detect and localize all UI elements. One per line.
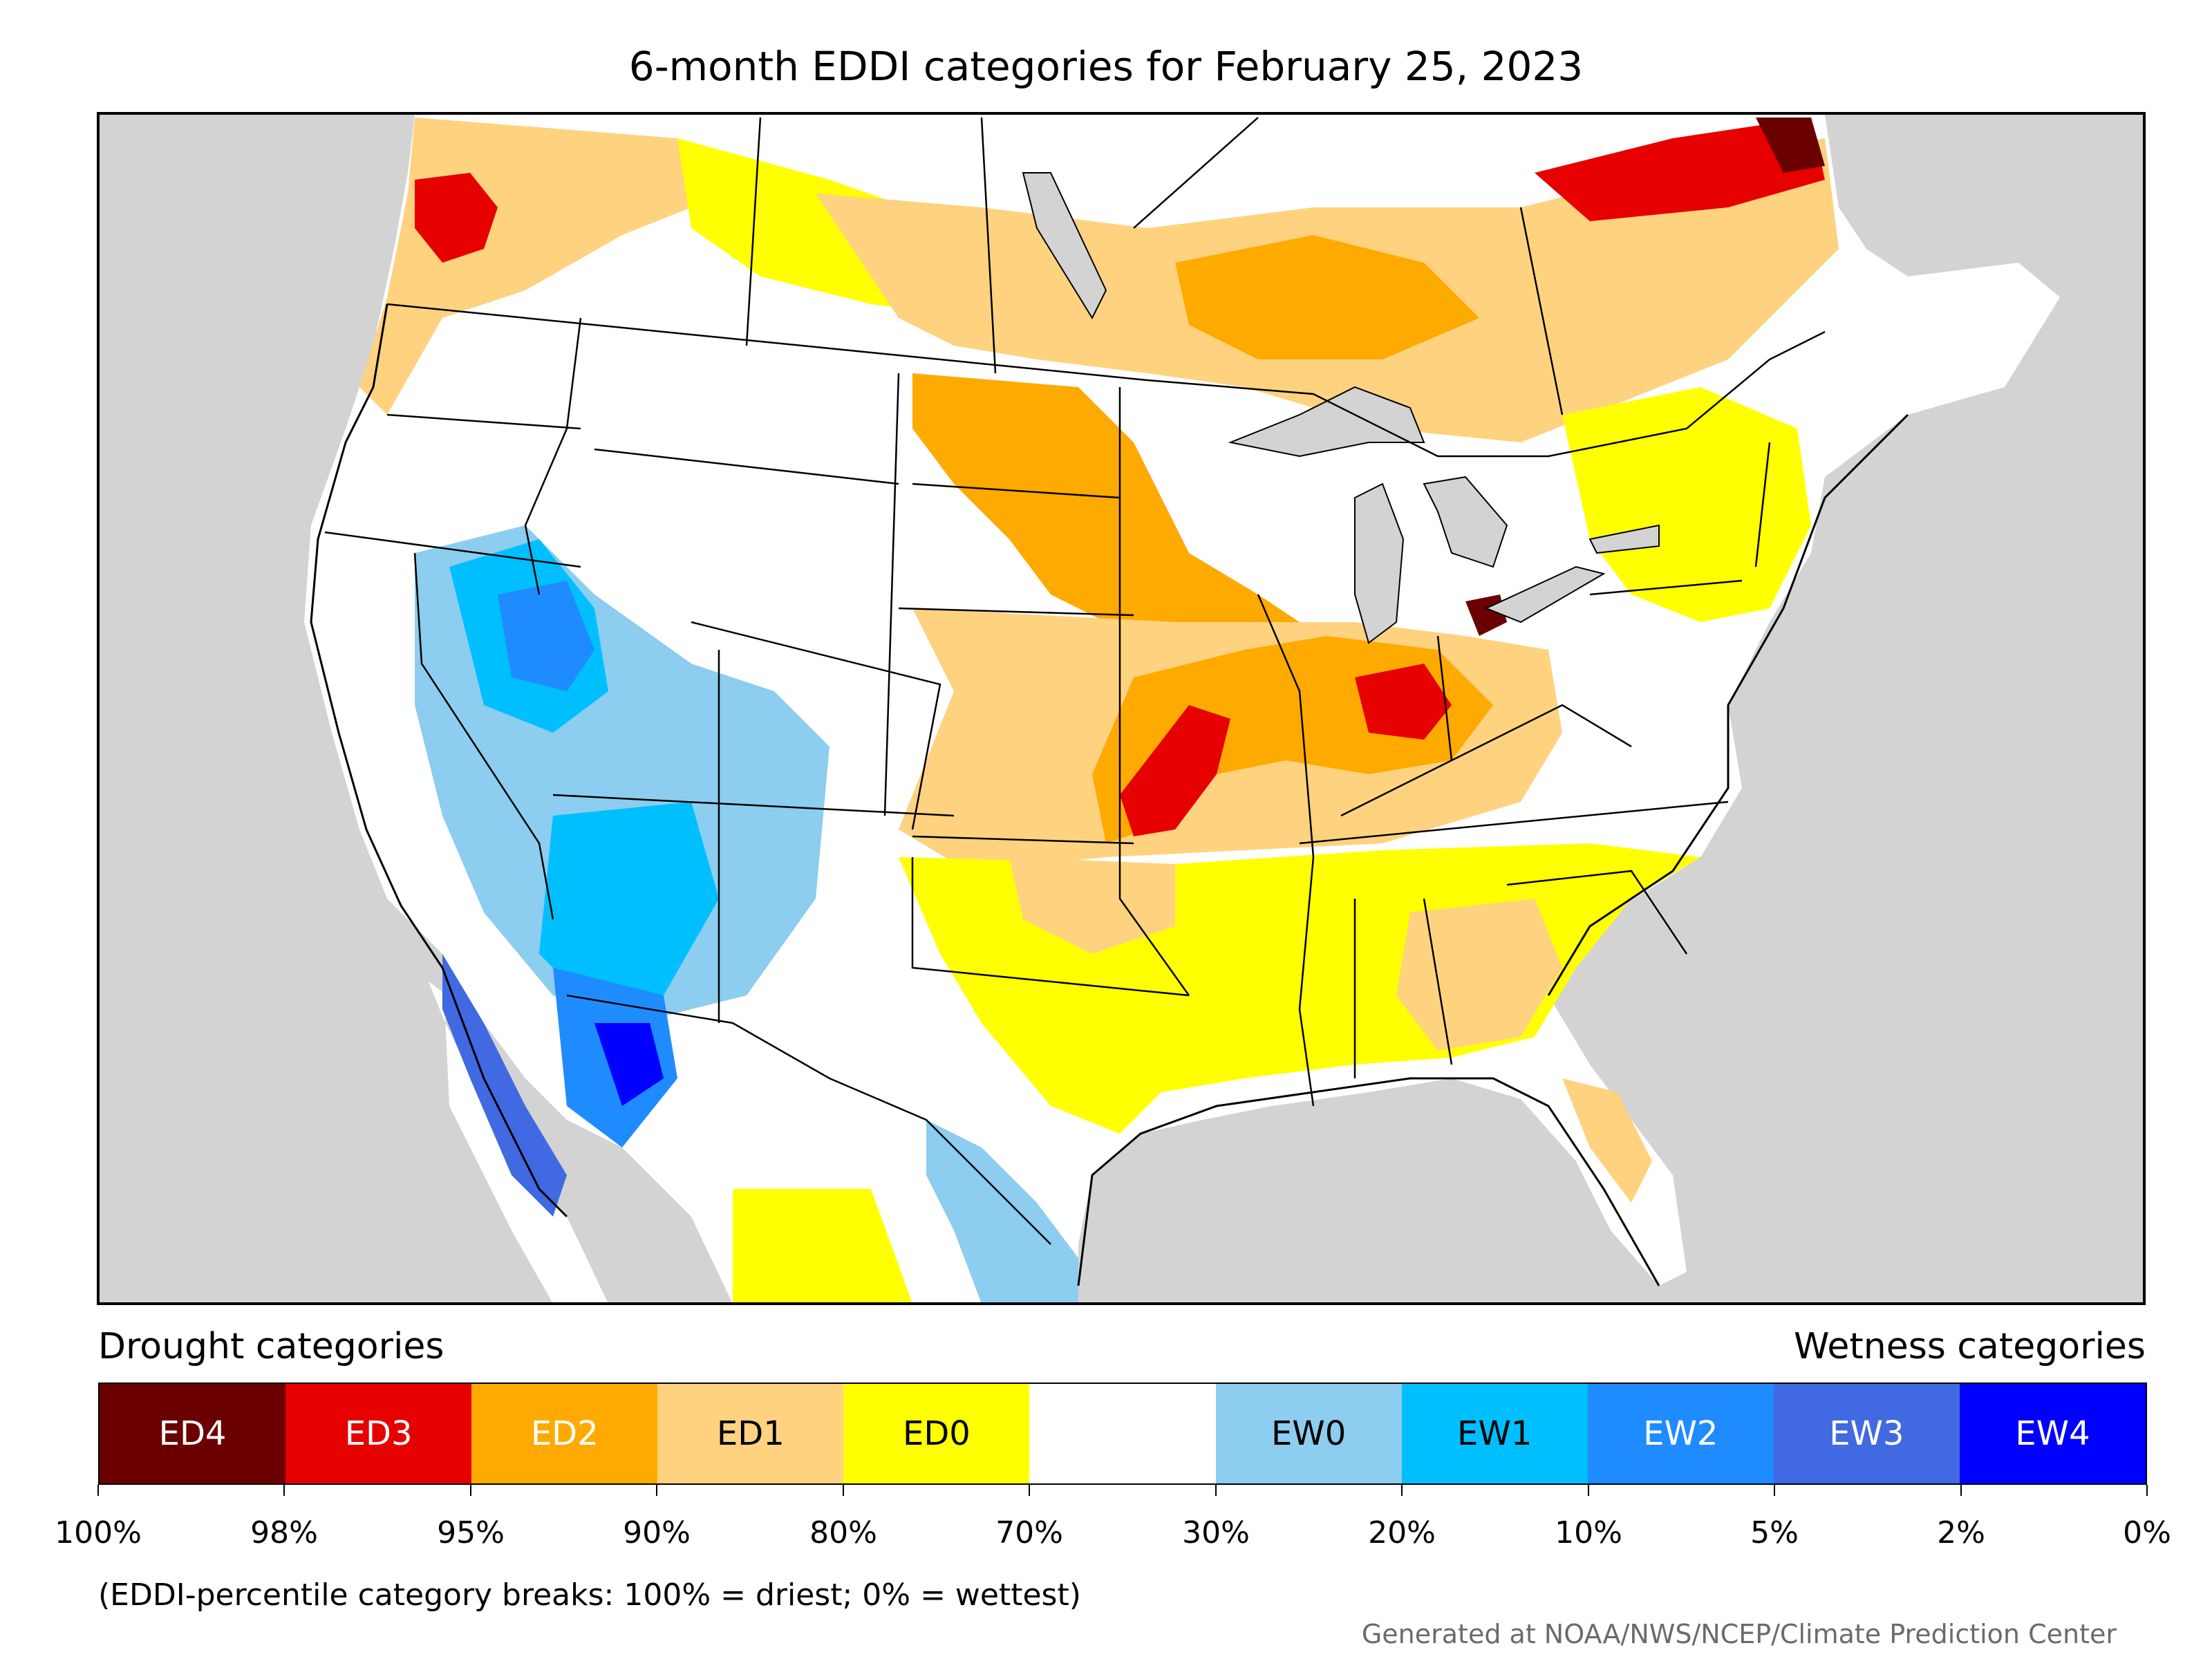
colorbar-segment-ed0: ED0 — [843, 1384, 1030, 1483]
border-tn — [1299, 800, 1729, 845]
border-ne-ks — [898, 607, 1134, 617]
area-ed3-indiana — [1355, 664, 1452, 740]
colorbar-tick — [1215, 1485, 1217, 1496]
colorbar-segment-ew1: EW1 — [1401, 1384, 1588, 1483]
lake-erie — [1484, 565, 1606, 624]
area-ew0-texas — [926, 1120, 1078, 1304]
colorbar-tick — [1029, 1485, 1030, 1496]
border-ny-vt — [1754, 442, 1771, 568]
area-ed3-kansas-missouri — [1120, 705, 1230, 836]
colorbar-tick — [1401, 1485, 1403, 1496]
colorbar-tick — [97, 1485, 99, 1496]
border-ut-az — [552, 794, 955, 817]
colorbar-tick — [656, 1485, 657, 1496]
lake-ontario — [1588, 524, 1660, 554]
border-al-ga — [1423, 898, 1453, 1065]
state-borders — [324, 117, 1826, 1245]
percentile-ticks: 100% 98% 95% 90% 80% 70% 30% 20% 10% 5% 2% 0% — [55, 1485, 2171, 1550]
colorbar-segment-ed4: ED4 — [100, 1384, 286, 1483]
colorbar-tick-label: 2% — [1937, 1515, 1985, 1550]
wetness-areas — [415, 525, 1078, 1304]
border-id — [524, 317, 582, 595]
border-mississippi — [1257, 594, 1315, 1107]
area-ed3-quebec — [1535, 118, 1825, 221]
colorbar-tick-label: 20% — [1368, 1515, 1436, 1550]
colorbar-tick — [283, 1485, 285, 1496]
border-ky — [1340, 704, 1632, 817]
credit-line: Generated at NOAA/NWS/NCEP/Climate Predi… — [1361, 1619, 2117, 1649]
colorbar-tick-label: 10% — [1555, 1515, 1622, 1550]
border-tx-mx — [566, 994, 1051, 1245]
colorbar-segment-ed1: ED1 — [657, 1384, 844, 1483]
colorbar-tick-label: 0% — [2123, 1515, 2171, 1550]
area-ed3-washington — [415, 173, 498, 263]
border-mt-wy — [594, 448, 899, 485]
colorbar-tick — [1960, 1485, 1962, 1496]
area-ed1-georgia — [1396, 899, 1562, 1051]
great-lakes — [1022, 172, 1660, 644]
area-ed1-florida — [1562, 1078, 1652, 1203]
border-wa-or — [386, 413, 581, 430]
colorbar-tick-label: 98% — [250, 1515, 318, 1550]
colorbar-tick-label: 70% — [995, 1515, 1063, 1550]
severe-drought-areas — [415, 118, 1825, 836]
coastline — [310, 303, 1909, 1286]
map-title: 6-month EDDI categories for February 25,… — [628, 43, 1584, 90]
colorbar-segment-ew3: EW3 — [1773, 1384, 1960, 1483]
border-dakotas — [912, 482, 1121, 499]
wetness-categories-heading: Wetness categories — [1794, 1326, 2146, 1367]
colorbar-tick-label: 95% — [437, 1515, 505, 1550]
border-plains-v1 — [883, 373, 900, 816]
colorbar-tick — [843, 1485, 844, 1496]
colorbar-tick-label: 5% — [1750, 1515, 1799, 1550]
colorbar-tick-label: 80% — [809, 1515, 877, 1550]
area-ed2-plains — [912, 373, 1300, 650]
drought-categories-heading: Drought categories — [98, 1326, 444, 1367]
colorbar-tick-label: 90% — [623, 1515, 691, 1550]
us-canada-border — [386, 303, 1826, 458]
border-or-ca — [324, 531, 581, 568]
category-footnote: (EDDI-percentile category breaks: 100% =… — [98, 1577, 1081, 1613]
area-ew2-utah — [498, 581, 594, 691]
lake-michigan — [1354, 482, 1405, 644]
border-co — [691, 621, 941, 830]
area-ed1-south — [1009, 857, 1175, 954]
colorbar-tick — [1588, 1485, 1589, 1496]
lake-huron — [1423, 476, 1508, 568]
area-ed0-texas-south — [733, 1189, 912, 1304]
border-plains-v2 — [1118, 387, 1190, 996]
border-canada-provinces — [745, 117, 1564, 415]
colorbar-tick-label: 30% — [1182, 1515, 1250, 1550]
colorbar-segment-ed3: ED3 — [285, 1384, 472, 1483]
colorbar-tick-label: 100% — [55, 1515, 142, 1550]
colorbar-segment-ed2: ED2 — [471, 1384, 658, 1483]
area-ew1-arizona — [539, 802, 719, 1009]
eddi-map — [97, 112, 2146, 1305]
colorbar-segment-normal — [1029, 1384, 1216, 1483]
colorbar-tick — [470, 1485, 471, 1496]
area-ew3-baja — [442, 954, 567, 1217]
colorbar-tick — [1774, 1485, 1775, 1496]
lake-winnipeg — [1022, 172, 1107, 320]
area-ew4-sonora — [594, 1023, 664, 1106]
border-ks-ok — [912, 835, 1134, 845]
map-frame — [97, 112, 2146, 1305]
lake-superior — [1228, 386, 1425, 458]
category-colorbar: ED4 ED3 ED2 ED1 ED0 EW0 EW1 EW2 EW3 EW4 — [98, 1382, 2147, 1485]
border-ca-nv — [413, 552, 554, 920]
colorbar-segment-ew2: EW2 — [1587, 1384, 1774, 1483]
area-ed0-northeast — [1562, 387, 1811, 622]
border-nc-sc — [1506, 870, 1688, 955]
border-ok-tx — [911, 857, 1190, 997]
area-ed2-canada — [1175, 235, 1479, 359]
border-oh-in — [1436, 635, 1453, 761]
border-pa-ny — [1589, 579, 1743, 596]
colorbar-tick — [2146, 1485, 2148, 1496]
area-ed4-quebec — [1756, 118, 1825, 173]
colorbar-segment-ew0: EW0 — [1215, 1384, 1402, 1483]
colorbar-segment-ew4: EW4 — [1959, 1384, 2146, 1483]
